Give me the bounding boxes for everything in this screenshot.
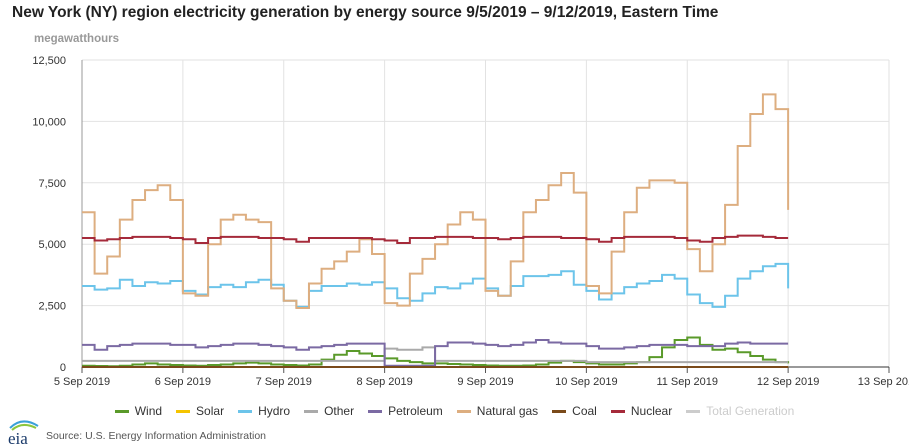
legend-label: Solar	[196, 404, 225, 418]
legend-swatch	[552, 409, 567, 413]
series-line-nuclear	[82, 234, 789, 244]
legend-label: Natural gas	[476, 404, 539, 418]
legend-item-hydro[interactable]: Hydro	[238, 404, 290, 418]
series-line-other	[82, 346, 789, 364]
legend-label: Total Generation	[706, 404, 795, 418]
y-tick-label: 0	[60, 362, 66, 374]
legend-swatch	[304, 409, 319, 413]
legend-swatch	[368, 409, 383, 413]
x-tick-label: 6 Sep 2019	[155, 376, 211, 388]
legend-item-natural-gas[interactable]: Natural gas	[456, 404, 539, 418]
x-tick-label: 7 Sep 2019	[256, 376, 312, 388]
x-tick-label: 5 Sep 2019	[54, 376, 110, 388]
y-tick-label: 2,500	[38, 301, 66, 313]
legend-label: Nuclear	[630, 404, 673, 418]
legend-item-solar[interactable]: Solar	[176, 404, 224, 418]
legend-item-total-generation[interactable]: Total Generation	[686, 404, 794, 418]
x-tick-label: 13 Sep 2019	[858, 376, 909, 388]
legend-label: Other	[324, 404, 355, 418]
x-tick-label: 9 Sep 2019	[457, 376, 513, 388]
x-tick-label: 10 Sep 2019	[555, 376, 617, 388]
legend-label: Hydro	[258, 404, 291, 418]
x-tick-label: 11 Sep 2019	[656, 376, 718, 388]
legend-swatch	[176, 409, 191, 413]
legend-swatch	[238, 409, 253, 413]
plot-area: 0 2,500 5,000 7,500 10,000 12,500 5 Sep 2019 6 …	[32, 55, 909, 388]
y-axis-label: megawatthours	[34, 33, 119, 45]
legend-item-other[interactable]: Other	[304, 404, 354, 418]
legend-label: Wind	[134, 404, 163, 418]
x-tick-label: 8 Sep 2019	[356, 376, 412, 388]
svg-text:eia: eia	[8, 429, 28, 446]
legend: Wind Solar Hydro Other Petroleum Natural gas C…	[0, 404, 909, 418]
legend-item-petroleum[interactable]: Petroleum	[368, 404, 443, 418]
x-tick-label: 12 Sep 2019	[757, 376, 819, 388]
legend-item-wind[interactable]: Wind	[114, 404, 163, 418]
legend-label: Petroleum	[388, 404, 443, 418]
source-note: Source: U.S. Energy Information Administ…	[46, 430, 267, 442]
y-tick-label: 5,000	[38, 239, 66, 251]
series-line-natural-gas	[82, 93, 790, 310]
series-line-wind	[82, 336, 790, 368]
y-tick-label: 7,500	[38, 178, 66, 190]
chart-title: New York (NY) region electricity generat…	[12, 4, 719, 21]
legend-swatch	[686, 409, 701, 413]
legend-swatch	[610, 409, 625, 413]
y-tick-label: 10,000	[32, 116, 66, 128]
legend-swatch	[456, 409, 471, 413]
series-line-hydro	[82, 262, 790, 308]
legend-item-coal[interactable]: Coal	[552, 404, 597, 418]
legend-swatch	[114, 409, 129, 413]
series-line-petroleum	[82, 338, 789, 367]
y-tick-label: 12,500	[32, 55, 66, 67]
eia-logo: eia	[8, 420, 39, 446]
legend-label: Coal	[572, 404, 597, 418]
legend-item-nuclear[interactable]: Nuclear	[610, 404, 673, 418]
